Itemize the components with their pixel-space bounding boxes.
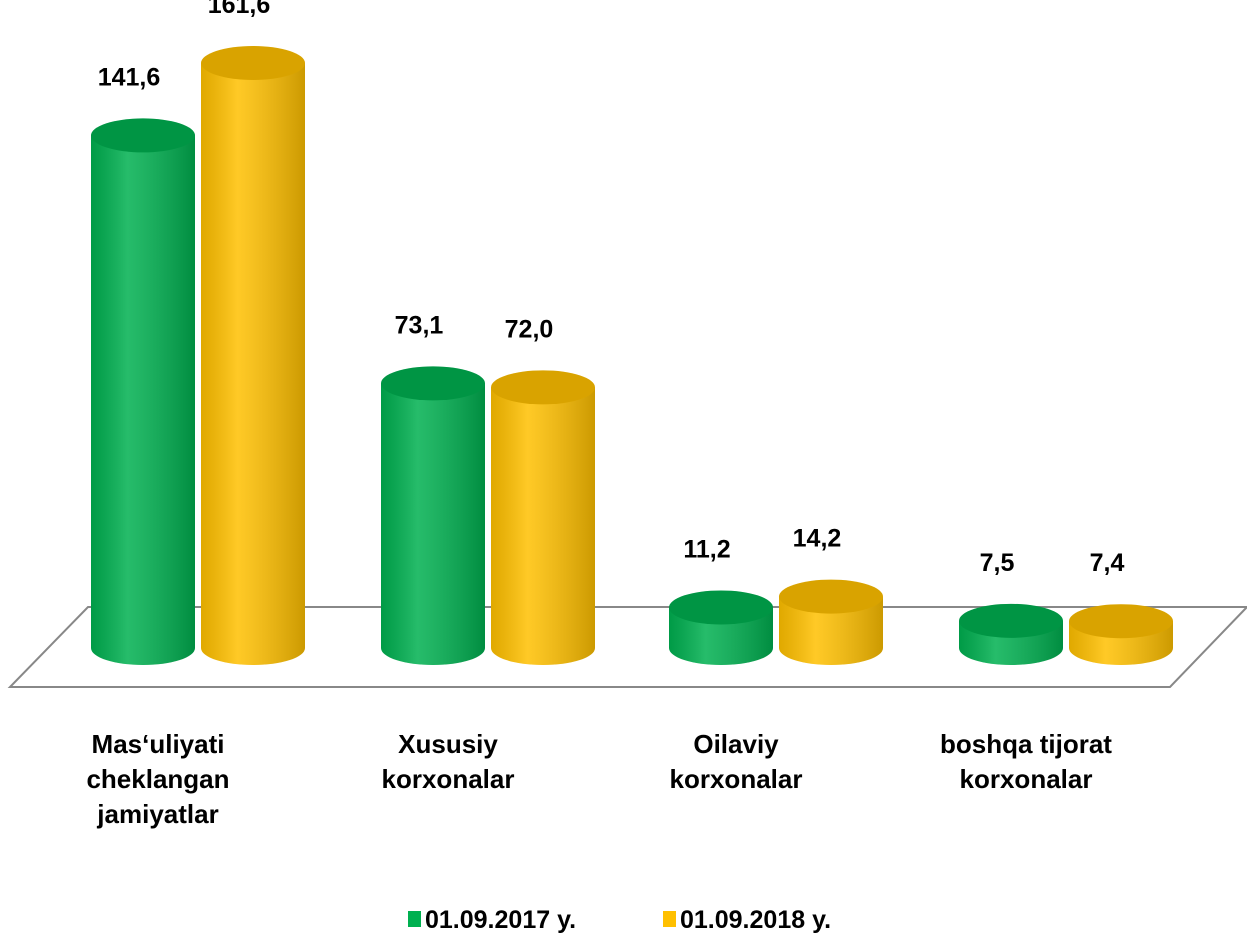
bar — [201, 46, 305, 666]
bar-shade — [381, 383, 485, 665]
legend-label: 01.09.2018 y. — [680, 906, 831, 934]
bar — [779, 579, 883, 665]
legend-label: 01.09.2017 y. — [425, 906, 576, 934]
value-label: 161,6 — [208, 0, 271, 19]
legend-swatch — [663, 911, 676, 927]
bar-top-shade — [201, 46, 305, 81]
bar-top-shade — [1069, 604, 1173, 639]
x-tick-label: Mas‘uliyati cheklangan jamiyatlar — [86, 729, 230, 829]
value-label: 11,2 — [683, 535, 730, 563]
bar-top-shade — [381, 366, 485, 401]
x-tick-label: Oilaviy korxonalar — [669, 729, 803, 794]
x-tick-label: boshqa tijorat korxonalar — [940, 729, 1112, 794]
bar-top — [669, 590, 773, 625]
value-label: 73,1 — [395, 311, 444, 339]
bar-shade — [201, 63, 305, 666]
bar-top — [491, 370, 595, 405]
bar-top-shade — [959, 603, 1063, 638]
bar-top-shade — [669, 590, 773, 625]
legend-swatch — [408, 911, 421, 927]
bar — [959, 603, 1063, 665]
bar-top — [1069, 604, 1173, 639]
value-label: 7,4 — [1090, 549, 1125, 577]
bar-shade — [91, 135, 195, 665]
bar-top-shade — [491, 370, 595, 405]
bar-top — [201, 46, 305, 81]
bar — [491, 370, 595, 665]
value-label: 72,0 — [505, 315, 554, 343]
bar-top — [779, 579, 883, 614]
bar-shade — [491, 387, 595, 665]
bar-top — [959, 603, 1063, 638]
bar — [1069, 604, 1173, 665]
bar-shade — [779, 596, 883, 665]
bar-top — [381, 366, 485, 401]
bar — [91, 118, 195, 665]
x-tick-label: Xususiy korxonalar — [381, 729, 515, 794]
value-label: 7,5 — [980, 549, 1015, 577]
value-label: 14,2 — [793, 525, 842, 553]
bar-top — [91, 118, 195, 153]
bar — [381, 366, 485, 665]
bar-top-shade — [779, 579, 883, 614]
value-label: 141,6 — [98, 63, 161, 91]
bar-top-shade — [91, 118, 195, 153]
bar — [669, 590, 773, 665]
